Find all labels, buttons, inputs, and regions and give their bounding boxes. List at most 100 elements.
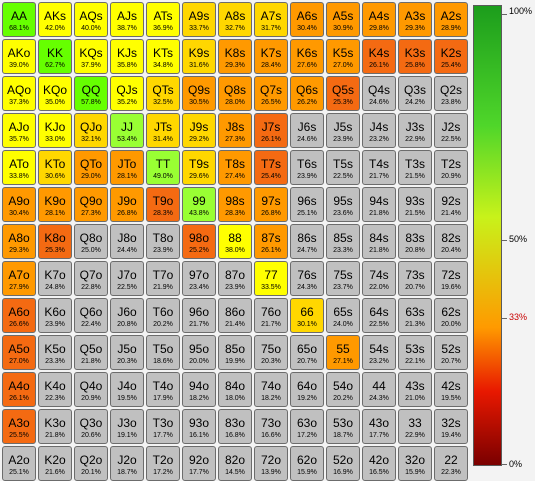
hand-cell-T2o[interactable]: T2o 17.2% [146, 446, 180, 481]
hand-cell-QTo[interactable]: QTo 29.0% [74, 150, 108, 185]
hand-cell-32o[interactable]: 32o 15.9% [398, 446, 432, 481]
hand-cell-K6s[interactable]: K6s 27.6% [290, 39, 324, 74]
hand-cell-K4o[interactable]: K4o 22.3% [38, 372, 72, 407]
hand-cell-97o[interactable]: 97o 23.4% [182, 261, 216, 296]
hand-cell-KQs[interactable]: KQs 37.9% [74, 39, 108, 74]
hand-cell-Q2o[interactable]: Q2o 20.1% [74, 446, 108, 481]
hand-cell-Q7o[interactable]: Q7o 22.8% [74, 261, 108, 296]
hand-cell-J6o[interactable]: J6o 20.8% [110, 298, 144, 333]
hand-cell-72o[interactable]: 72o 13.9% [254, 446, 288, 481]
hand-cell-K5o[interactable]: K5o 23.3% [38, 335, 72, 370]
hand-cell-43o[interactable]: 43o 17.7% [362, 409, 396, 444]
hand-cell-64s[interactable]: 64s 22.5% [362, 298, 396, 333]
hand-cell-44[interactable]: 44 24.3% [362, 372, 396, 407]
hand-cell-T4o[interactable]: T4o 17.9% [146, 372, 180, 407]
hand-cell-K9s[interactable]: K9s 31.6% [182, 39, 216, 74]
hand-cell-Q3o[interactable]: Q3o 20.6% [74, 409, 108, 444]
hand-cell-42s[interactable]: 42s 19.5% [434, 372, 468, 407]
hand-cell-T8o[interactable]: T8o 23.9% [146, 224, 180, 259]
hand-cell-A4s[interactable]: A4s 29.8% [362, 2, 396, 37]
hand-cell-J9s[interactable]: J9s 29.2% [182, 113, 216, 148]
hand-cell-A4o[interactable]: A4o 26.1% [2, 372, 36, 407]
hand-cell-74s[interactable]: 74s 22.0% [362, 261, 396, 296]
hand-cell-K7s[interactable]: K7s 28.4% [254, 39, 288, 74]
hand-cell-75o[interactable]: 75o 20.3% [254, 335, 288, 370]
hand-cell-AQs[interactable]: AQs 40.0% [74, 2, 108, 37]
hand-cell-74o[interactable]: 74o 18.2% [254, 372, 288, 407]
hand-cell-86s[interactable]: 86s 24.7% [290, 224, 324, 259]
hand-cell-KQo[interactable]: KQo 35.0% [38, 76, 72, 111]
hand-cell-T4s[interactable]: T4s 21.7% [362, 150, 396, 185]
hand-cell-A7o[interactable]: A7o 27.9% [2, 261, 36, 296]
hand-cell-76s[interactable]: 76s 24.3% [290, 261, 324, 296]
hand-cell-T3s[interactable]: T3s 21.5% [398, 150, 432, 185]
hand-cell-62o[interactable]: 62o 15.9% [290, 446, 324, 481]
hand-cell-AJo[interactable]: AJo 35.7% [2, 113, 36, 148]
hand-cell-Q4o[interactable]: Q4o 20.9% [74, 372, 108, 407]
hand-cell-J8o[interactable]: J8o 24.4% [110, 224, 144, 259]
hand-cell-A9o[interactable]: A9o 30.4% [2, 187, 36, 222]
hand-cell-97s[interactable]: 97s 26.8% [254, 187, 288, 222]
hand-cell-72s[interactable]: 72s 19.6% [434, 261, 468, 296]
hand-cell-JJ[interactable]: JJ 53.4% [110, 113, 144, 148]
hand-cell-ATs[interactable]: ATs 36.9% [146, 2, 180, 37]
hand-cell-Q8o[interactable]: Q8o 25.0% [74, 224, 108, 259]
hand-cell-A3o[interactable]: A3o 25.5% [2, 409, 36, 444]
hand-cell-Q9o[interactable]: Q9o 27.3% [74, 187, 108, 222]
hand-cell-TT[interactable]: TT 49.0% [146, 150, 180, 185]
hand-cell-Q2s[interactable]: Q2s 23.8% [434, 76, 468, 111]
hand-cell-84o[interactable]: 84o 18.0% [218, 372, 252, 407]
hand-cell-KJo[interactable]: KJo 33.0% [38, 113, 72, 148]
hand-cell-K6o[interactable]: K6o 23.9% [38, 298, 72, 333]
hand-cell-42o[interactable]: 42o 16.5% [362, 446, 396, 481]
hand-cell-J4s[interactable]: J4s 23.2% [362, 113, 396, 148]
hand-cell-K9o[interactable]: K9o 28.1% [38, 187, 72, 222]
hand-cell-Q6s[interactable]: Q6s 26.2% [290, 76, 324, 111]
hand-cell-T7s[interactable]: T7s 25.4% [254, 150, 288, 185]
hand-cell-85o[interactable]: 85o 19.9% [218, 335, 252, 370]
hand-cell-94o[interactable]: 94o 18.2% [182, 372, 216, 407]
hand-cell-K8s[interactable]: K8s 29.3% [218, 39, 252, 74]
hand-cell-96s[interactable]: 96s 25.1% [290, 187, 324, 222]
hand-cell-52o[interactable]: 52o 16.9% [326, 446, 360, 481]
hand-cell-K3s[interactable]: K3s 25.8% [398, 39, 432, 74]
hand-cell-T5o[interactable]: T5o 18.6% [146, 335, 180, 370]
hand-cell-A5o[interactable]: A5o 27.0% [2, 335, 36, 370]
hand-cell-Q3s[interactable]: Q3s 24.2% [398, 76, 432, 111]
hand-cell-73o[interactable]: 73o 16.6% [254, 409, 288, 444]
hand-cell-K2s[interactable]: K2s 25.4% [434, 39, 468, 74]
hand-cell-22[interactable]: 22 22.3% [434, 446, 468, 481]
hand-cell-Q5s[interactable]: Q5s 25.3% [326, 76, 360, 111]
hand-cell-J8s[interactable]: J8s 27.3% [218, 113, 252, 148]
hand-cell-43s[interactable]: 43s 21.0% [398, 372, 432, 407]
hand-cell-T8s[interactable]: T8s 27.4% [218, 150, 252, 185]
hand-cell-AKo[interactable]: AKo 39.0% [2, 39, 36, 74]
hand-cell-54o[interactable]: 54o 20.2% [326, 372, 360, 407]
hand-cell-QJs[interactable]: QJs 35.2% [110, 76, 144, 111]
hand-cell-95s[interactable]: 95s 23.6% [326, 187, 360, 222]
hand-cell-T3o[interactable]: T3o 17.7% [146, 409, 180, 444]
hand-cell-88[interactable]: 88 38.0% [218, 224, 252, 259]
hand-cell-T9s[interactable]: T9s 29.6% [182, 150, 216, 185]
hand-cell-Q6o[interactable]: Q6o 22.4% [74, 298, 108, 333]
hand-cell-A7s[interactable]: A7s 31.7% [254, 2, 288, 37]
hand-cell-94s[interactable]: 94s 21.8% [362, 187, 396, 222]
hand-cell-77[interactable]: 77 33.5% [254, 261, 288, 296]
hand-cell-98s[interactable]: 98s 28.3% [218, 187, 252, 222]
hand-cell-K7o[interactable]: K7o 24.8% [38, 261, 72, 296]
hand-cell-KK[interactable]: KK 62.7% [38, 39, 72, 74]
hand-cell-92o[interactable]: 92o 17.7% [182, 446, 216, 481]
hand-cell-T7o[interactable]: T7o 21.9% [146, 261, 180, 296]
hand-cell-J6s[interactable]: J6s 24.6% [290, 113, 324, 148]
hand-cell-K3o[interactable]: K3o 21.8% [38, 409, 72, 444]
hand-cell-82s[interactable]: 82s 20.4% [434, 224, 468, 259]
hand-cell-T6s[interactable]: T6s 23.9% [290, 150, 324, 185]
hand-cell-96o[interactable]: 96o 21.7% [182, 298, 216, 333]
hand-cell-66[interactable]: 66 30.1% [290, 298, 324, 333]
hand-cell-A2o[interactable]: A2o 25.1% [2, 446, 36, 481]
hand-cell-76o[interactable]: 76o 21.7% [254, 298, 288, 333]
hand-cell-A9s[interactable]: A9s 33.7% [182, 2, 216, 37]
hand-cell-86o[interactable]: 86o 21.4% [218, 298, 252, 333]
hand-cell-87s[interactable]: 87s 26.1% [254, 224, 288, 259]
hand-cell-J3s[interactable]: J3s 22.9% [398, 113, 432, 148]
